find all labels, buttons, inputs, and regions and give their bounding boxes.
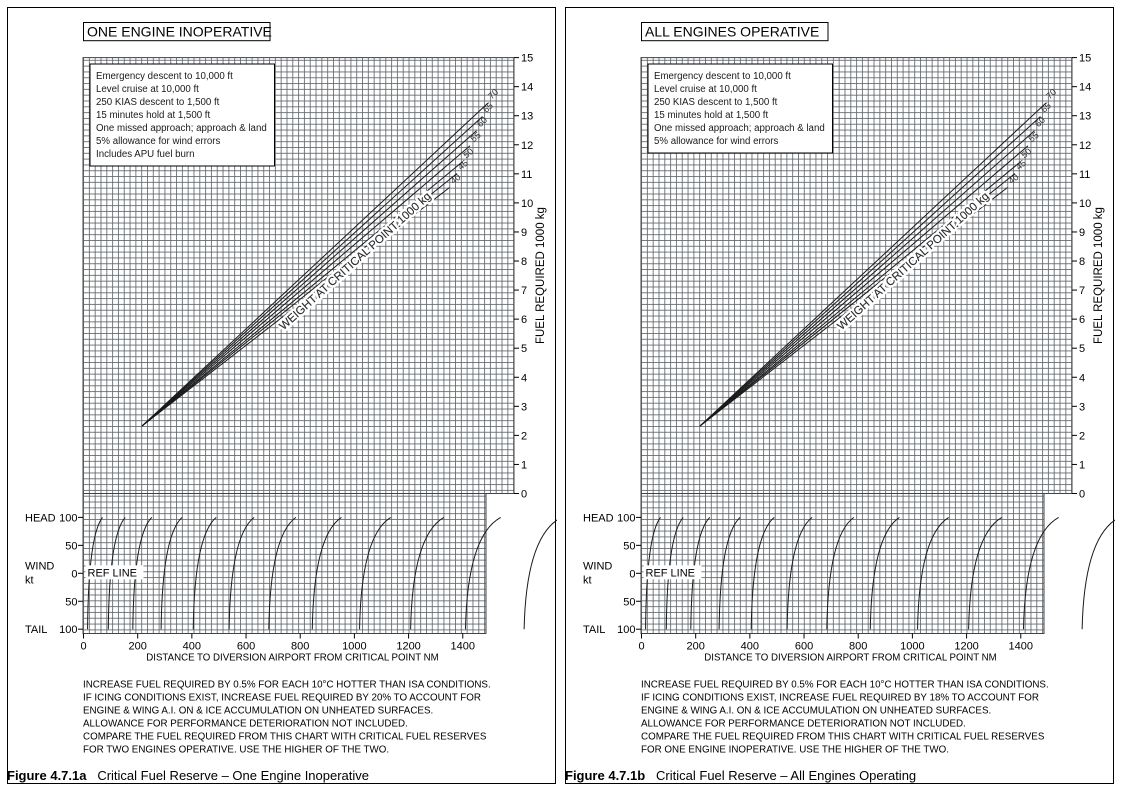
svg-text:100: 100	[617, 512, 635, 524]
svg-text:WIND: WIND	[583, 560, 612, 572]
svg-text:Level cruise at 10,000 ft: Level cruise at 10,000 ft	[96, 84, 199, 95]
svg-text:800: 800	[849, 641, 867, 653]
svg-text:6: 6	[1079, 314, 1085, 326]
svg-text:1: 1	[1079, 459, 1085, 471]
svg-text:8: 8	[1079, 256, 1085, 268]
svg-text:5% allowance for wind errors: 5% allowance for wind errors	[96, 136, 221, 147]
svg-text:ENGINE & WING A.I. ON & ICE AC: ENGINE & WING A.I. ON & ICE ACCUMULATION…	[83, 706, 433, 717]
svg-text:50: 50	[623, 596, 635, 608]
svg-text:7: 7	[521, 285, 527, 297]
svg-text:800: 800	[291, 641, 309, 653]
svg-text:FUEL REQUIRED 1000 kg: FUEL REQUIRED 1000 kg	[535, 207, 547, 344]
svg-text:FOR ONE ENGINE INOPERATIVE. U: FOR ONE ENGINE INOPERATIVE. USE THE HIGH…	[641, 745, 949, 756]
svg-text:2: 2	[1079, 430, 1085, 442]
svg-text:5% allowance for wind errors: 5% allowance for wind errors	[654, 136, 779, 147]
svg-text:TAIL: TAIL	[583, 624, 605, 636]
svg-text:13: 13	[521, 111, 533, 123]
svg-text:IF ICING CONDITIONS EXIST, INC: IF ICING CONDITIONS EXIST, INCREASE FUEL…	[83, 693, 481, 704]
svg-text:50: 50	[65, 540, 77, 552]
svg-text:1200: 1200	[396, 641, 420, 653]
svg-text:ENGINE & WING A.I. ON & ICE AC: ENGINE & WING A.I. ON & ICE ACCUMULATION…	[641, 706, 991, 717]
svg-text:250 KIAS descent to 1,500 ft: 250 KIAS descent to 1,500 ft	[654, 97, 778, 108]
svg-text:11: 11	[521, 169, 532, 181]
svg-text:Emergency descent to 10,000 ft: Emergency descent to 10,000 ft	[654, 71, 791, 82]
svg-text:14: 14	[1079, 82, 1091, 94]
svg-text:FUEL REQUIRED 1000 kg: FUEL REQUIRED 1000 kg	[1093, 207, 1105, 344]
svg-text:TAIL: TAIL	[25, 624, 47, 636]
svg-text:200: 200	[129, 641, 147, 653]
svg-text:600: 600	[237, 641, 255, 653]
svg-text:1000: 1000	[342, 641, 366, 653]
svg-text:0: 0	[71, 568, 77, 580]
svg-text:0: 0	[1079, 489, 1085, 501]
svg-text:One missed approach; approach: One missed approach; approach & land	[654, 123, 825, 134]
svg-text:13: 13	[1079, 111, 1091, 123]
svg-text:kt: kt	[583, 574, 592, 586]
svg-text:14: 14	[521, 82, 533, 94]
svg-text:HEAD: HEAD	[583, 512, 614, 524]
svg-text:9: 9	[521, 227, 527, 239]
svg-text:DISTANCE TO DIVERSION AIRPORT: DISTANCE TO DIVERSION AIRPORT FROM CRITI…	[704, 653, 996, 664]
svg-text:400: 400	[741, 641, 759, 653]
svg-text:DISTANCE TO DIVERSION AIRPORT: DISTANCE TO DIVERSION AIRPORT FROM CRITI…	[146, 653, 438, 664]
svg-text:REF LINE: REF LINE	[88, 567, 138, 579]
svg-text:250 KIAS descent to 1,500 ft: 250 KIAS descent to 1,500 ft	[96, 97, 220, 108]
svg-text:IF ICING CONDITIONS EXIST, INC: IF ICING CONDITIONS EXIST, INCREASE FUEL…	[641, 693, 1039, 704]
svg-text:Emergency descent to 10,000 ft: Emergency descent to 10,000 ft	[96, 71, 233, 82]
svg-text:100: 100	[59, 512, 77, 524]
svg-text:12: 12	[1079, 140, 1091, 152]
svg-text:7: 7	[1079, 285, 1085, 297]
svg-text:12: 12	[521, 140, 533, 152]
svg-text:HEAD: HEAD	[25, 512, 56, 524]
svg-text:400: 400	[183, 641, 201, 653]
svg-text:15 minutes hold at 1,500 ft: 15 minutes hold at 1,500 ft	[654, 110, 768, 121]
svg-text:50: 50	[65, 596, 77, 608]
svg-text:15 minutes hold at 1,500 ft: 15 minutes hold at 1,500 ft	[96, 110, 210, 121]
svg-text:0: 0	[638, 641, 644, 653]
svg-text:1400: 1400	[1009, 641, 1033, 653]
svg-text:50: 50	[623, 540, 635, 552]
svg-text:15: 15	[1079, 53, 1091, 65]
svg-text:1: 1	[521, 459, 527, 471]
svg-text:1400: 1400	[451, 641, 475, 653]
svg-text:600: 600	[795, 641, 813, 653]
svg-text:200: 200	[687, 641, 705, 653]
svg-text:INCREASE FUEL REQUIRED BY 0.5%: INCREASE FUEL REQUIRED BY 0.5% FOR EACH …	[83, 680, 491, 691]
svg-text:11: 11	[1079, 169, 1090, 181]
svg-text:0: 0	[521, 489, 527, 501]
svg-text:8: 8	[521, 256, 527, 268]
svg-text:ONE ENGINE INOPERATIVE: ONE ENGINE INOPERATIVE	[87, 24, 272, 40]
svg-text:Includes APU fuel burn: Includes APU fuel burn	[96, 149, 195, 160]
svg-text:4: 4	[1079, 372, 1085, 384]
svg-text:9: 9	[1079, 227, 1085, 239]
svg-text:COMPARE THE FUEL REQUIRED FROM: COMPARE THE FUEL REQUIRED FROM THIS CHAR…	[641, 732, 1045, 743]
svg-text:ALLOWANCE FOR PERFORMANCE DETE: ALLOWANCE FOR PERFORMANCE DETERIORATION …	[641, 719, 966, 730]
svg-text:FOR TWO ENGINES OPERATIVE. US: FOR TWO ENGINES OPERATIVE. USE THE HIGHE…	[83, 745, 389, 756]
svg-text:10: 10	[521, 198, 533, 210]
svg-text:INCREASE FUEL REQUIRED BY 0.5%: INCREASE FUEL REQUIRED BY 0.5% FOR EACH …	[641, 680, 1049, 691]
svg-text:2: 2	[521, 430, 527, 442]
svg-text:100: 100	[617, 624, 635, 636]
svg-text:One missed approach; approach: One missed approach; approach & land	[96, 123, 267, 134]
svg-text:15: 15	[521, 53, 533, 65]
svg-text:COMPARE THE FUEL REQUIRED FROM: COMPARE THE FUEL REQUIRED FROM THIS CHAR…	[83, 732, 487, 743]
svg-text:100: 100	[59, 624, 77, 636]
svg-text:3: 3	[521, 401, 527, 413]
svg-text:REF LINE: REF LINE	[646, 567, 696, 579]
svg-text:1200: 1200	[954, 641, 978, 653]
svg-text:ALLOWANCE FOR PERFORMANCE DETE: ALLOWANCE FOR PERFORMANCE DETERIORATION …	[83, 719, 408, 730]
svg-text:1000: 1000	[900, 641, 924, 653]
svg-text:kt: kt	[25, 574, 34, 586]
svg-text:ALL ENGINES OPERATIVE: ALL ENGINES OPERATIVE	[645, 24, 819, 40]
svg-text:0: 0	[80, 641, 86, 653]
svg-text:Level cruise at 10,000 ft: Level cruise at 10,000 ft	[654, 84, 757, 95]
svg-text:4: 4	[521, 372, 527, 384]
svg-text:3: 3	[1079, 401, 1085, 413]
svg-text:10: 10	[1079, 198, 1091, 210]
svg-text:WIND: WIND	[25, 560, 54, 572]
svg-text:5: 5	[1079, 343, 1085, 355]
svg-text:6: 6	[521, 314, 527, 326]
svg-text:5: 5	[521, 343, 527, 355]
svg-text:0: 0	[629, 568, 635, 580]
